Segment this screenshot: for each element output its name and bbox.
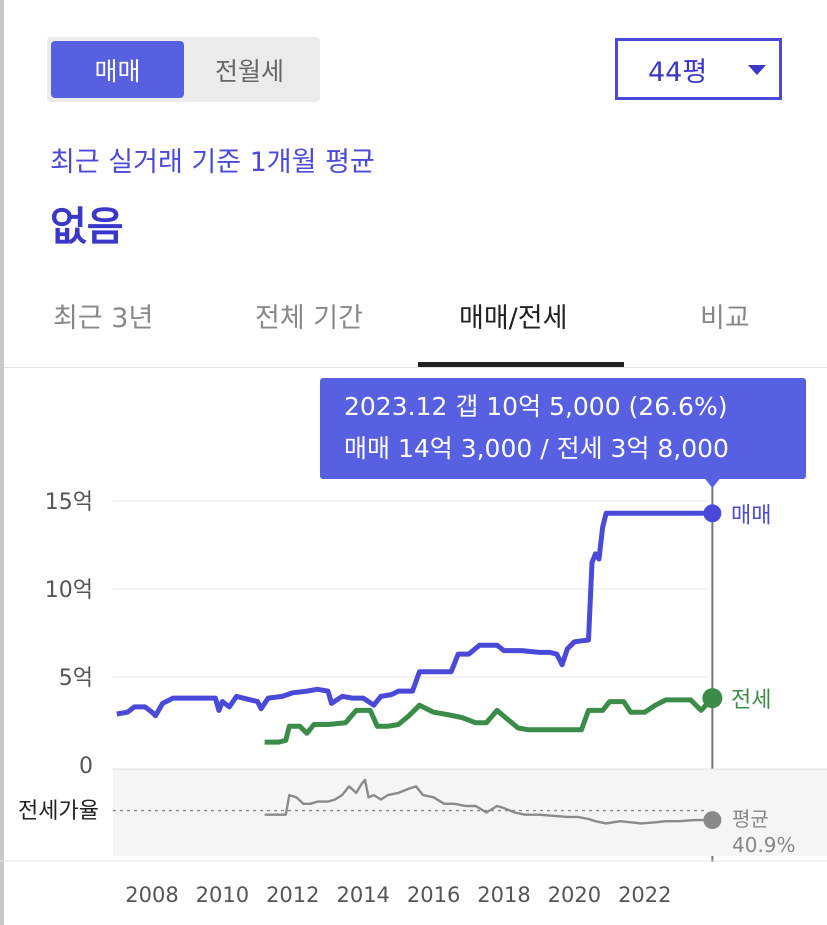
- jeonse-series-label: 전세: [731, 688, 771, 713]
- caret-down-icon: [748, 65, 766, 75]
- x-tick-label: 2014: [336, 883, 389, 907]
- summary-subtitle: 최근 실거래 기준 1개월 평균: [50, 147, 375, 178]
- x-axis-labels: 2008 2010 2012 2014 2016 2018 2020 2022: [125, 883, 671, 907]
- ratio-average-value: 40.9%: [732, 833, 796, 857]
- ratio-average-label: 평균: [732, 807, 769, 831]
- x-tick-label: 2010: [196, 883, 249, 907]
- deal-type-toggle: 매매 전월세: [47, 37, 320, 102]
- left-frame-border: [0, 0, 4, 925]
- x-tick-label: 2012: [266, 883, 319, 907]
- toggle-rent[interactable]: 전월세: [214, 56, 284, 86]
- y-tick-label: 10억: [45, 578, 93, 603]
- tab-recent-3-years[interactable]: 최근 3년: [53, 303, 154, 334]
- sale-line: [116, 510, 713, 719]
- jeonse-line: [264, 696, 715, 745]
- area-size-dropdown[interactable]: 44평: [615, 38, 782, 100]
- series-markers: [702, 504, 723, 830]
- grid-lines: [113, 478, 721, 862]
- tab-all-period[interactable]: 전체 기간: [255, 303, 363, 334]
- y-tick-label: 15억: [45, 490, 93, 515]
- tooltip-pointer: [704, 478, 721, 488]
- tabs-divider: [4, 367, 827, 368]
- tooltip-price-line: 매매 14억 3,000 / 전세 3억 8,000: [344, 434, 729, 463]
- tab-sale-jeonse[interactable]: 매매/전세: [459, 303, 568, 334]
- ratio-band: 전세가율: [0, 768, 827, 862]
- y-tick-label: 0: [79, 754, 93, 779]
- area-size-value: 44평: [648, 56, 708, 88]
- toggle-sale[interactable]: 매매: [51, 41, 184, 98]
- x-tick-label: 2018: [477, 883, 530, 907]
- active-tab-indicator: [418, 362, 624, 367]
- ratio-end-marker: [703, 811, 722, 830]
- jeonse-end-marker: [702, 688, 723, 709]
- x-tick-label: 2022: [618, 883, 671, 907]
- ratio-band-bg: [113, 769, 827, 856]
- x-tick-label: 2008: [125, 883, 178, 907]
- summary-value: 없음: [50, 204, 124, 250]
- y-tick-label: 5억: [59, 666, 93, 691]
- series-lines: [116, 510, 715, 825]
- sale-end-marker: [703, 504, 722, 523]
- tooltip-box: 2023.12 갭 10억 5,000 (26.6%) 매매 14억 3,000…: [320, 378, 806, 479]
- ratio-axis-label: 전세가율: [18, 799, 99, 824]
- x-tick-label: 2016: [407, 883, 460, 907]
- sale-series-label: 매매: [731, 503, 771, 528]
- ratio-line: [264, 778, 713, 825]
- x-tick-label: 2020: [548, 883, 601, 907]
- tooltip-gap-line: 2023.12 갭 10억 5,000 (26.6%): [344, 392, 728, 421]
- tab-compare[interactable]: 비교: [700, 303, 750, 334]
- y-axis-labels: 15억 10억 5억 0: [45, 490, 93, 779]
